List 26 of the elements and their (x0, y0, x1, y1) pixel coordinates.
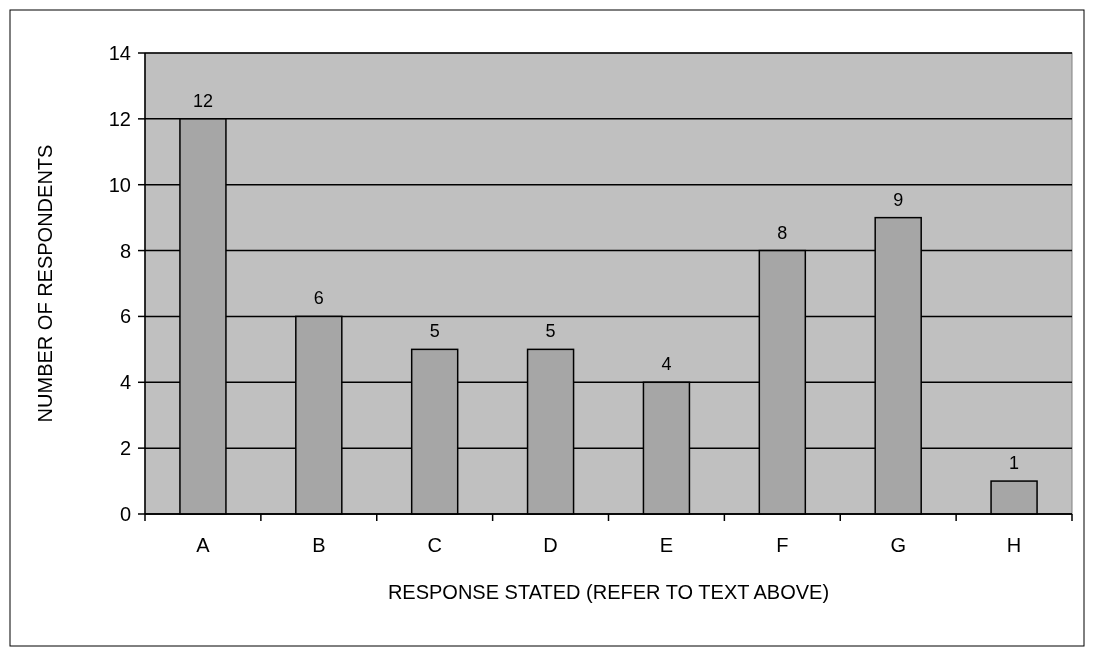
data-label: 1 (1009, 453, 1020, 474)
y-tick-label: 8 (119, 239, 131, 262)
y-tick-label: 14 (108, 42, 131, 64)
y-axis-title: NUMBER OF RESPONDENTS (34, 144, 56, 423)
y-tick-label: 6 (119, 305, 131, 328)
data-label: 5 (545, 321, 556, 342)
y-tick-label: 10 (108, 173, 131, 196)
y-tick-label: 2 (119, 437, 131, 460)
x-tick-label: F (776, 534, 789, 556)
y-tick-label: 0 (119, 503, 131, 525)
x-tick-label: C (427, 534, 442, 556)
x-tick-label: A (196, 534, 211, 556)
data-label: 12 (192, 90, 213, 111)
x-axis-title: RESPONSE STATED (REFER TO TEXT ABOVE) (387, 581, 830, 603)
x-tick-label: D (543, 534, 558, 556)
data-label: 9 (893, 189, 904, 210)
data-label: 8 (777, 222, 788, 243)
x-tick-label: E (659, 534, 674, 556)
x-tick-label: B (312, 534, 326, 556)
y-tick-label: 4 (119, 371, 131, 394)
data-label: 6 (313, 288, 324, 309)
data-label: 5 (429, 321, 440, 342)
data-label: 4 (661, 354, 672, 375)
y-tick-label: 12 (108, 107, 131, 130)
x-tick-label: H (1006, 534, 1022, 556)
x-tick-label: G (890, 534, 906, 556)
